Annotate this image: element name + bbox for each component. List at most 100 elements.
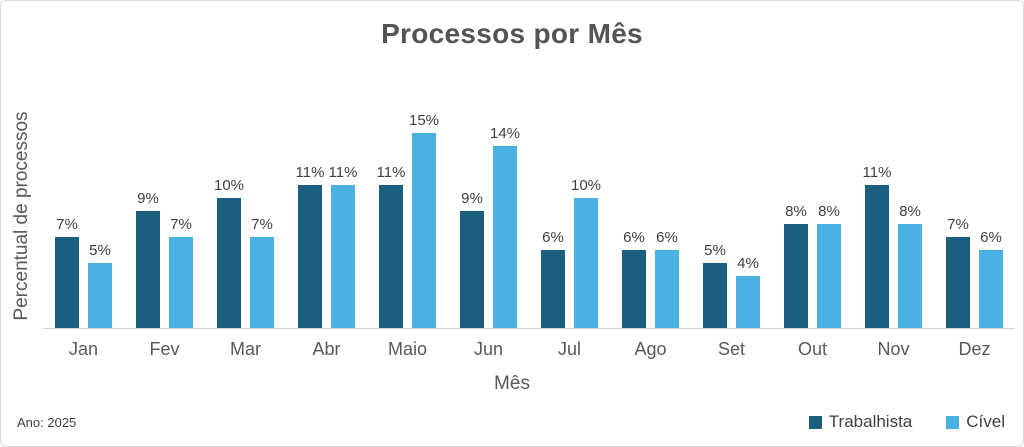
- x-tick-nov: Nov: [877, 339, 910, 359]
- bars-mar: 10% 7%: [205, 91, 286, 329]
- bars-out: 8% 8%: [772, 91, 853, 329]
- x-tick-ago: Ago: [634, 339, 667, 359]
- value-label-trabalhista-nov: 11%: [862, 164, 892, 181]
- bar-trabalhista-set: [703, 263, 727, 328]
- y-axis-title-text: Percentual de processos: [11, 111, 32, 321]
- bar-column-trabalhista-fev: 9%: [136, 190, 160, 328]
- chart-body: Percentual de processos 7% 5% Jan 9% 7% Fev 10…: [1, 91, 1023, 363]
- bar-civel-nov: [898, 224, 922, 328]
- bar-column-civel-mar: 7%: [250, 216, 274, 328]
- month-group-fev: 9% 7% Fev: [124, 91, 205, 360]
- footnote: Ano: 2025: [17, 414, 77, 430]
- month-group-mar: 10% 7% Mar: [205, 91, 286, 360]
- chart-title: Processos por Mês: [381, 18, 643, 49]
- bar-column-trabalhista-abr: 11%: [295, 164, 325, 328]
- x-tick-set: Set: [717, 339, 746, 359]
- bars-dez: 7% 6%: [934, 91, 1015, 329]
- y-axis-title: Percentual de processos: [1, 91, 43, 363]
- bar-trabalhista-out: [784, 224, 808, 328]
- month-group-jun: 9% 14% Jun: [448, 91, 529, 360]
- bar-civel-mar: [250, 237, 274, 328]
- bar-column-civel-fev: 7%: [169, 216, 193, 328]
- x-tick-fev: Fev: [149, 339, 180, 359]
- month-group-jan: 7% 5% Jan: [43, 91, 124, 360]
- x-tick-jun: Jun: [473, 339, 504, 359]
- bar-civel-jan: [88, 263, 112, 328]
- x-tick-out: Out: [797, 339, 827, 359]
- bar-column-civel-nov: 8%: [898, 203, 922, 328]
- legend-item-trabalhista: Trabalhista: [808, 412, 912, 432]
- value-label-trabalhista-abr: 11%: [295, 164, 325, 181]
- bar-column-civel-jan: 5%: [88, 242, 112, 328]
- plot-wrap: 7% 5% Jan 9% 7% Fev 10% 7% Mar 11% 11% Abr 11% 15% Mai…: [43, 91, 1015, 363]
- value-label-civel-dez: 6%: [980, 229, 1002, 246]
- bar-civel-dez: [979, 250, 1003, 328]
- bar-trabalhista-mar: [217, 198, 241, 328]
- bar-column-trabalhista-set: 5%: [703, 242, 727, 328]
- legend-item-civel: Cível: [946, 412, 1005, 432]
- value-label-civel-nov: 8%: [899, 203, 921, 220]
- month-group-ago: 6% 6% Ago: [610, 91, 691, 360]
- bar-column-civel-maio: 15%: [408, 112, 440, 328]
- x-axis-title: Mês: [494, 373, 530, 394]
- value-label-trabalhista-jan: 7%: [56, 216, 78, 233]
- month-group-set: 5% 4% Set: [691, 91, 772, 360]
- bar-column-civel-ago: 6%: [655, 229, 679, 328]
- value-label-civel-jun: 14%: [489, 125, 521, 142]
- value-label-civel-jul: 10%: [570, 177, 602, 194]
- bar-civel-jul: [574, 198, 598, 328]
- x-tick-jul: Jul: [557, 339, 581, 359]
- month-group-maio: 11% 15% Maio: [367, 91, 448, 360]
- value-label-trabalhista-dez: 7%: [947, 216, 969, 233]
- bar-column-trabalhista-ago: 6%: [622, 229, 646, 328]
- bar-trabalhista-ago: [622, 250, 646, 328]
- bars-maio: 11% 15%: [367, 91, 448, 329]
- bar-trabalhista-jan: [55, 237, 79, 328]
- bar-trabalhista-maio: [379, 185, 403, 328]
- value-label-trabalhista-ago: 6%: [623, 229, 645, 246]
- value-label-civel-abr: 11%: [328, 164, 358, 181]
- bar-trabalhista-jul: [541, 250, 565, 328]
- bar-civel-maio: [412, 133, 436, 328]
- bar-civel-jun: [493, 146, 517, 328]
- bar-trabalhista-abr: [298, 185, 322, 328]
- bar-civel-set: [736, 276, 760, 328]
- plot-area: 7% 5% Jan 9% 7% Fev 10% 7% Mar 11% 11% Abr 11% 15% Mai…: [43, 91, 1015, 360]
- month-group-nov: 11% 8% Nov: [853, 91, 934, 360]
- chart-footer: Ano: 2025 Trabalhista Cível: [1, 409, 1023, 435]
- bar-column-civel-abr: 11%: [328, 164, 358, 328]
- x-tick-jan: Jan: [68, 339, 99, 359]
- bar-civel-out: [817, 224, 841, 328]
- bar-column-civel-jun: 14%: [489, 125, 521, 328]
- bar-column-trabalhista-dez: 7%: [946, 216, 970, 328]
- month-group-dez: 7% 6% Dez: [934, 91, 1015, 360]
- month-group-out: 8% 8% Out: [772, 91, 853, 360]
- value-label-civel-maio: 15%: [408, 112, 440, 129]
- value-label-trabalhista-out: 8%: [785, 203, 807, 220]
- x-tick-abr: Abr: [312, 339, 341, 359]
- bar-civel-fev: [169, 237, 193, 328]
- x-tick-maio: Maio: [387, 339, 427, 359]
- bar-trabalhista-fev: [136, 211, 160, 328]
- value-label-civel-jan: 5%: [89, 242, 111, 259]
- value-label-civel-fev: 7%: [170, 216, 192, 233]
- bar-trabalhista-jun: [460, 211, 484, 328]
- bar-column-civel-dez: 6%: [979, 229, 1003, 328]
- bars-set: 5% 4%: [691, 91, 772, 329]
- legend-swatch-trabalhista: [808, 415, 822, 429]
- value-label-trabalhista-jun: 9%: [461, 190, 483, 207]
- bars-nov: 11% 8%: [853, 91, 934, 329]
- value-label-trabalhista-set: 5%: [704, 242, 726, 259]
- bar-column-trabalhista-maio: 11%: [376, 164, 406, 328]
- bar-column-civel-jul: 10%: [570, 177, 602, 328]
- bars-fev: 9% 7%: [124, 91, 205, 329]
- value-label-trabalhista-fev: 9%: [137, 190, 159, 207]
- bars-jun: 9% 14%: [448, 91, 529, 329]
- value-label-trabalhista-mar: 10%: [213, 177, 245, 194]
- legend: Trabalhista Cível: [808, 412, 1005, 432]
- bars-jan: 7% 5%: [43, 91, 124, 329]
- value-label-trabalhista-maio: 11%: [376, 164, 406, 181]
- x-tick-dez: Dez: [958, 339, 991, 359]
- value-label-civel-set: 4%: [737, 255, 759, 272]
